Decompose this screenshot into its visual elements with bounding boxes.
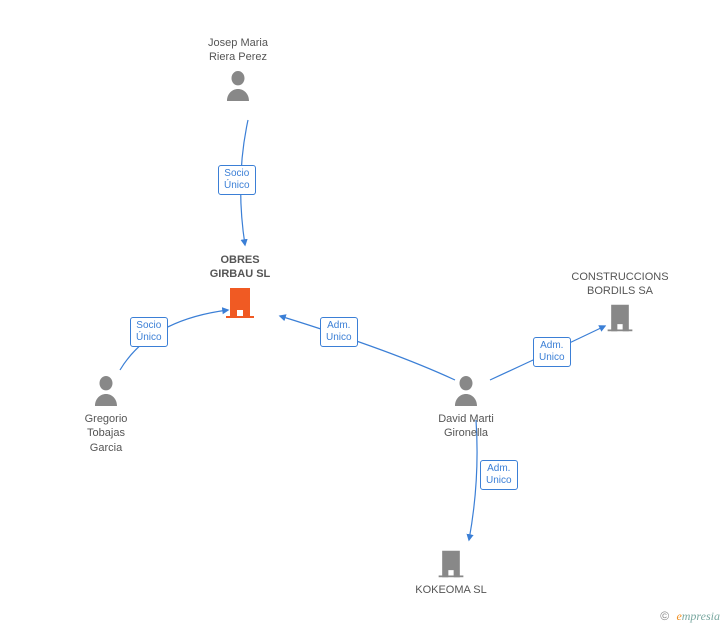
edge-label: Adm. Unico [320, 317, 358, 347]
brand-rest: mpresia [682, 609, 720, 623]
edge-label: Socio Único [218, 165, 256, 195]
node-josep-maria: Josep Maria Riera Perez [188, 36, 288, 107]
building-icon [570, 303, 670, 333]
edge-label: Adm. Unico [480, 460, 518, 490]
node-gregorio-tobajas: Gregorio Tobajas Garcia [56, 370, 156, 455]
node-label: David Marti Gironella [416, 412, 516, 441]
node-construccions-bordils: CONSTRUCCIONS BORDILS SA [570, 270, 670, 337]
node-kokeoma: KOKEOMA SL [401, 545, 501, 597]
node-label: Josep Maria Riera Perez [188, 36, 288, 65]
edge-label: Socio Único [130, 317, 168, 347]
node-obres-girbau: OBRES GIRBAU SL [190, 253, 290, 324]
footer-credit: © empresia [660, 609, 720, 624]
node-david-marti: David Marti Gironella [416, 370, 516, 441]
edge-label: Adm. Unico [533, 337, 571, 367]
building-icon [401, 549, 501, 579]
building-icon [190, 286, 290, 320]
node-label: Gregorio Tobajas Garcia [56, 412, 156, 455]
node-label: CONSTRUCCIONS BORDILS SA [570, 270, 670, 299]
node-label: OBRES GIRBAU SL [190, 253, 290, 282]
person-icon [416, 374, 516, 408]
person-icon [188, 69, 288, 103]
copyright-symbol: © [660, 609, 669, 623]
person-icon [56, 374, 156, 408]
node-label: KOKEOMA SL [401, 583, 501, 597]
